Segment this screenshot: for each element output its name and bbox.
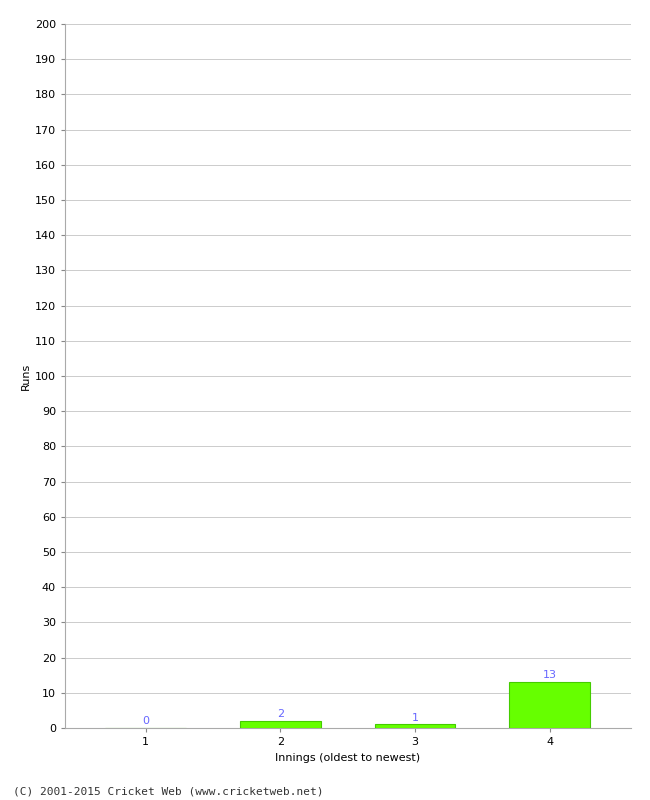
Y-axis label: Runs: Runs <box>21 362 31 390</box>
Text: 1: 1 <box>411 713 419 722</box>
Text: 0: 0 <box>142 716 150 726</box>
Text: (C) 2001-2015 Cricket Web (www.cricketweb.net): (C) 2001-2015 Cricket Web (www.cricketwe… <box>13 786 324 796</box>
X-axis label: Innings (oldest to newest): Innings (oldest to newest) <box>275 753 421 762</box>
Text: 13: 13 <box>543 670 556 681</box>
Bar <box>510 682 590 728</box>
Bar <box>374 725 456 728</box>
Bar <box>240 721 321 728</box>
Text: 2: 2 <box>277 709 284 719</box>
